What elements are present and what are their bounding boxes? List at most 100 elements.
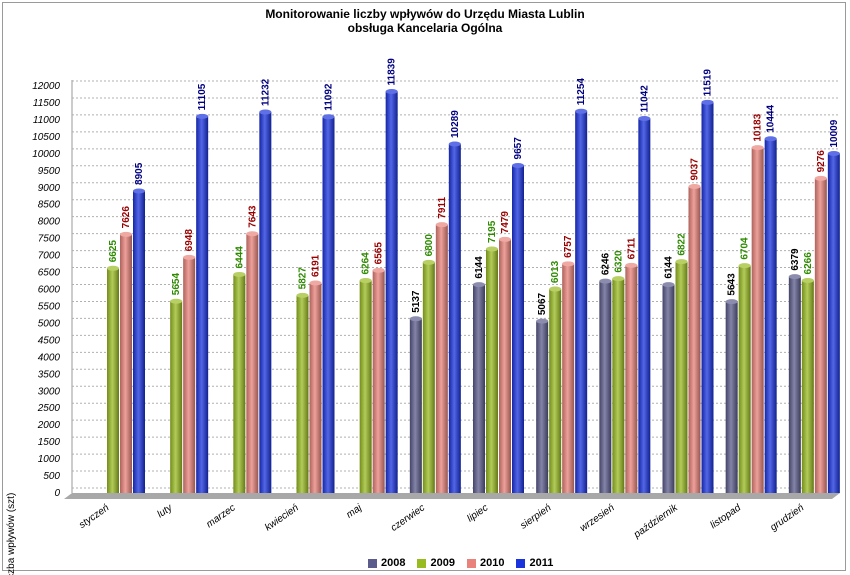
bar-body — [751, 147, 764, 493]
chart-title: Monitorowanie liczby wpływów do Urzędu M… — [265, 7, 585, 21]
bar-cap — [296, 292, 309, 298]
y-tick-label: 10500 — [32, 132, 60, 143]
bar-2009-4 — [359, 278, 372, 493]
bar-body — [133, 190, 145, 493]
bar-body — [233, 274, 246, 493]
y-tick-label: 12000 — [32, 81, 60, 92]
y-tick-label: 0 — [54, 488, 60, 499]
bar-cap — [107, 265, 119, 271]
bar-2011-8 — [638, 115, 651, 494]
bar-2008-10 — [725, 299, 738, 493]
data-label-2010: 7626 — [121, 206, 132, 229]
data-label-2009: 6822 — [677, 233, 688, 256]
legend-swatch — [466, 558, 476, 568]
bar-2009-2 — [233, 271, 246, 493]
bar-body — [701, 102, 714, 494]
chart-subtitle: obsługa Kancelaria Ogólna — [347, 21, 503, 35]
bar-2011-4 — [385, 88, 398, 494]
y-tick-label: 4000 — [38, 352, 61, 363]
bar-2010-9 — [688, 183, 701, 493]
bar-cap — [133, 188, 145, 194]
bar-cap — [309, 280, 322, 286]
data-label-2010: 9037 — [690, 158, 701, 181]
y-tick-label: 11500 — [33, 98, 61, 109]
bar-2010-11 — [814, 175, 827, 493]
x-tick-label: luty — [155, 502, 175, 521]
data-label-2011: 11105 — [197, 83, 208, 110]
bar-body — [512, 165, 524, 494]
bar-2011-6 — [512, 162, 524, 494]
data-label-2009: 6013 — [550, 260, 561, 283]
x-tick-label: styczeń — [77, 502, 111, 531]
y-tick-label: 7500 — [38, 234, 61, 245]
bar-2010-10 — [751, 145, 764, 493]
bar-body — [827, 153, 840, 493]
bar-2011-11 — [827, 151, 840, 493]
bar-body — [625, 265, 638, 493]
bar-2009-5 — [422, 259, 435, 493]
x-tick-label: czerwiec — [389, 502, 427, 533]
bar-body — [107, 268, 119, 493]
x-tick-label: lipiec — [465, 502, 490, 524]
legend-item-2008: 2008 — [368, 557, 405, 569]
floor-plane — [64, 493, 840, 499]
bar-cap — [536, 318, 549, 324]
y-tick-label: 9000 — [38, 183, 61, 194]
data-label-2011: 10444 — [766, 105, 777, 133]
bar-body — [422, 262, 435, 493]
data-label-2009: 7195 — [487, 220, 498, 243]
bar-body — [322, 116, 335, 494]
x-tick-label: sierpień — [518, 502, 553, 531]
y-tick-label: 9500 — [38, 166, 61, 177]
bar-cap — [562, 261, 575, 267]
bar-2008-8 — [599, 278, 612, 493]
data-label-2008: 6144 — [664, 256, 675, 279]
bar-2010-0 — [120, 231, 132, 493]
data-label-2009: 6320 — [613, 250, 624, 273]
y-axis-ticks: 0 500 1000 1500 2000 2500 3000 3500 4000 4500 5000… — [32, 81, 60, 499]
bar-cap — [448, 141, 461, 147]
bar-cap — [233, 271, 246, 277]
bar-2008-7 — [536, 318, 549, 493]
data-label-2009: 6264 — [361, 252, 372, 275]
legend-swatch — [417, 558, 427, 568]
bar-2011-1 — [196, 113, 209, 494]
data-label-2010: 6711 — [626, 237, 637, 259]
y-tick-label: 8500 — [38, 200, 61, 211]
y-tick-label: 10000 — [32, 149, 60, 160]
bar-2009-0 — [107, 265, 119, 493]
data-label-2008: 6246 — [600, 252, 611, 275]
legend-label: 2008 — [381, 557, 406, 569]
bar-cap — [385, 88, 398, 94]
data-label-2011: 11232 — [260, 78, 271, 106]
data-label-2009: 6800 — [424, 234, 435, 257]
bar-body — [120, 234, 132, 493]
bar-cap — [625, 262, 638, 268]
bar-body — [359, 280, 372, 493]
bar-body — [435, 224, 448, 494]
bar-2008-9 — [662, 282, 675, 493]
legend: 2008 2009 2010 2011 — [368, 557, 553, 569]
data-label-2009: 5654 — [171, 273, 182, 296]
data-label-2011: 11254 — [576, 78, 587, 106]
bar-2009-9 — [675, 259, 688, 493]
y-tick-label: 500 — [43, 471, 60, 482]
bar-2009-7 — [549, 286, 562, 493]
x-tick-label: kwiecień — [263, 502, 301, 533]
bar-2010-3 — [309, 280, 322, 493]
bar-body — [801, 280, 814, 493]
y-tick-label: 3500 — [38, 369, 61, 380]
data-label-2008: 6144 — [474, 256, 485, 279]
bar-body — [599, 281, 612, 493]
bar-cap — [512, 162, 524, 168]
bar-cap — [599, 278, 612, 284]
legend-item-2010: 2010 — [466, 557, 504, 569]
bar-2011-7 — [575, 108, 588, 494]
bar-cap — [246, 231, 259, 237]
bar-body — [662, 284, 675, 493]
data-label-2010: 9276 — [816, 150, 827, 173]
bar-body — [372, 270, 385, 493]
data-label-2011: 11839 — [387, 58, 398, 86]
